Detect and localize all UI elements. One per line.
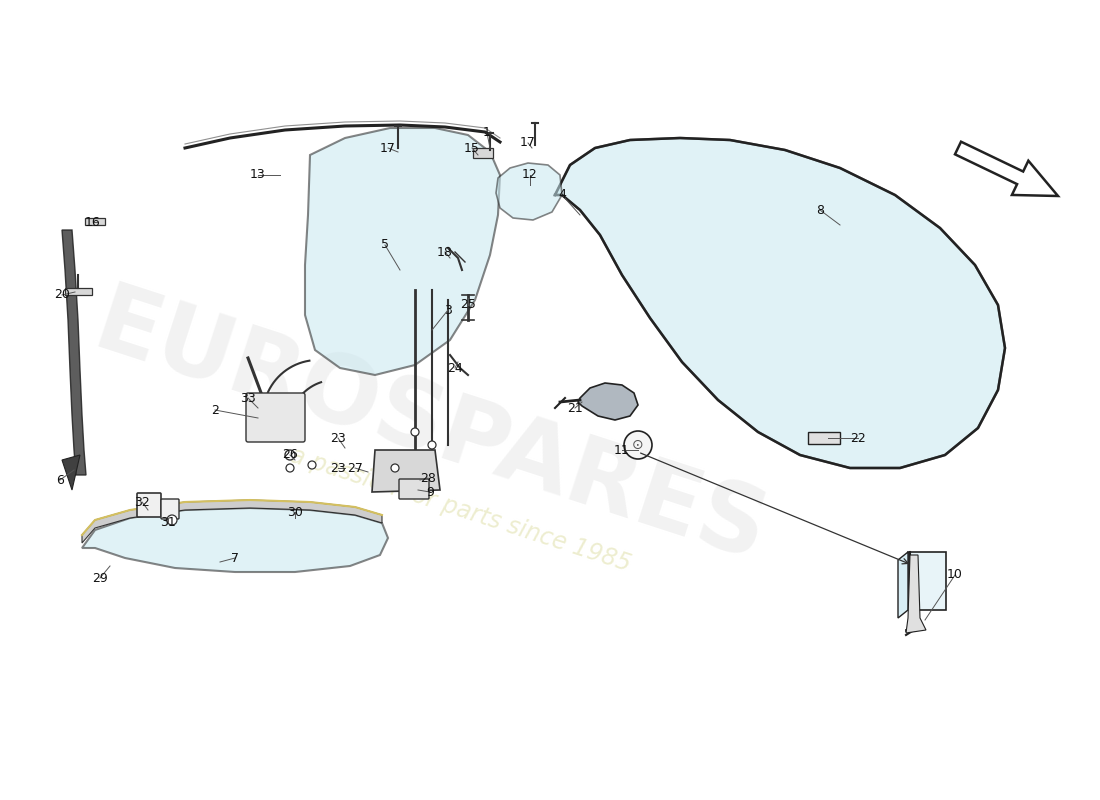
FancyBboxPatch shape — [161, 499, 179, 519]
Polygon shape — [305, 128, 500, 375]
Text: 5: 5 — [381, 238, 389, 251]
Text: 7: 7 — [231, 551, 239, 565]
Polygon shape — [372, 450, 440, 492]
Polygon shape — [578, 383, 638, 420]
Circle shape — [308, 461, 316, 469]
Text: 24: 24 — [447, 362, 463, 374]
Text: ⊙: ⊙ — [632, 438, 644, 452]
Text: 22: 22 — [850, 431, 866, 445]
Text: 18: 18 — [437, 246, 453, 258]
Polygon shape — [496, 163, 562, 220]
Text: 13: 13 — [250, 169, 266, 182]
Text: 15: 15 — [464, 142, 480, 154]
Text: EUROSPARES: EUROSPARES — [82, 278, 778, 582]
Polygon shape — [82, 500, 382, 543]
Text: 25: 25 — [460, 298, 476, 311]
Text: 6: 6 — [56, 474, 64, 486]
Text: 4: 4 — [558, 189, 565, 202]
Circle shape — [411, 428, 419, 436]
Circle shape — [390, 464, 399, 472]
Text: 29: 29 — [92, 571, 108, 585]
Circle shape — [286, 464, 294, 472]
Text: 12: 12 — [522, 169, 538, 182]
Text: 21: 21 — [568, 402, 583, 414]
Text: 27: 27 — [348, 462, 363, 474]
Polygon shape — [906, 555, 926, 633]
Polygon shape — [808, 432, 840, 444]
Text: 9: 9 — [426, 486, 433, 498]
Text: 31: 31 — [161, 515, 176, 529]
Polygon shape — [898, 552, 907, 618]
Text: 33: 33 — [240, 391, 256, 405]
Text: 32: 32 — [134, 495, 150, 509]
Text: 10: 10 — [947, 569, 962, 582]
Text: 2: 2 — [211, 403, 219, 417]
Polygon shape — [82, 508, 388, 572]
Polygon shape — [62, 230, 86, 475]
Text: 23: 23 — [330, 462, 345, 474]
Text: a passion for parts since 1985: a passion for parts since 1985 — [287, 443, 634, 577]
Circle shape — [285, 450, 295, 460]
Polygon shape — [556, 138, 1005, 468]
Circle shape — [428, 441, 436, 449]
FancyBboxPatch shape — [246, 393, 305, 442]
FancyBboxPatch shape — [138, 493, 161, 517]
Polygon shape — [62, 455, 80, 490]
Text: 26: 26 — [282, 449, 298, 462]
Text: 3: 3 — [444, 303, 452, 317]
Polygon shape — [908, 552, 946, 610]
FancyArrow shape — [955, 142, 1058, 196]
Polygon shape — [85, 218, 104, 225]
Text: 8: 8 — [816, 203, 824, 217]
Polygon shape — [65, 288, 92, 295]
FancyBboxPatch shape — [399, 479, 429, 499]
Text: 23: 23 — [330, 431, 345, 445]
Text: 1: 1 — [483, 126, 491, 139]
Text: 17: 17 — [520, 137, 536, 150]
Text: 30: 30 — [287, 506, 303, 518]
Polygon shape — [473, 148, 493, 158]
Text: 28: 28 — [420, 471, 436, 485]
Text: 17: 17 — [381, 142, 396, 154]
Circle shape — [624, 431, 652, 459]
Text: 20: 20 — [54, 289, 70, 302]
Text: 16: 16 — [85, 215, 101, 229]
Circle shape — [167, 515, 177, 525]
Text: 11: 11 — [614, 443, 630, 457]
